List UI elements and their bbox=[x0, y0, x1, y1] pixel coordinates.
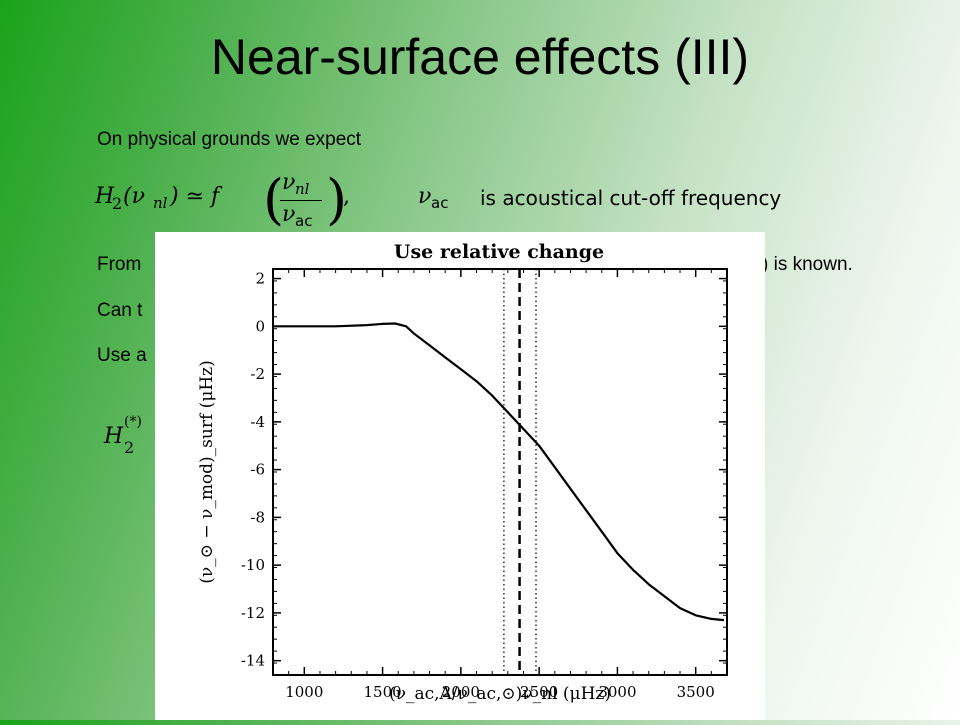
series-group bbox=[273, 322, 725, 622]
plot-frame bbox=[272, 268, 728, 676]
formula-nuac-sub: ac bbox=[431, 194, 449, 212]
y-tick-label: 2 bbox=[255, 270, 265, 288]
x-axis-label: (ν_ac,A/ν_ac,⊙)ν_nl (μHz) bbox=[389, 684, 611, 704]
y-tick-label: -4 bbox=[250, 413, 265, 431]
chart-panel: Use relative change 2 0 -2 -4 -6 -8 -10 -12 -14 … bbox=[155, 232, 765, 720]
reference-lines bbox=[503, 269, 537, 675]
formula-description: is acoustical cut-off frequency bbox=[480, 186, 782, 210]
slide-title: Near-surface effects (III) bbox=[210, 29, 750, 85]
formula-frac-bar bbox=[280, 200, 322, 201]
from-text: From bbox=[97, 254, 142, 275]
y-tick-label: -12 bbox=[241, 604, 265, 622]
h2star-H: H bbox=[104, 424, 124, 449]
can-text: Can t bbox=[97, 300, 143, 321]
formula-nuac: ν bbox=[418, 184, 432, 209]
chart-title: Use relative change bbox=[394, 241, 604, 263]
h2star-formula: H 2 (*) bbox=[104, 414, 164, 470]
formula-arg-sub: nl bbox=[153, 194, 168, 212]
x-tick-label: 1500 bbox=[363, 683, 401, 701]
formula-paren-left: ( bbox=[263, 168, 285, 231]
h2star-sup: (*) bbox=[124, 414, 142, 430]
formula-H: H bbox=[95, 184, 115, 209]
y-axis-label: (ν_⊙ − ν_mod)_surf (μHz) bbox=[197, 360, 217, 584]
x-axis: 1000 1500 2000 2500 3000 3500 bbox=[285, 269, 728, 701]
formula-frac-den: ν bbox=[282, 202, 296, 227]
formula-frac-den-sub: ac bbox=[295, 212, 313, 230]
formula-frac-num: ν bbox=[282, 170, 296, 195]
x-tick-label: 3000 bbox=[598, 683, 636, 701]
y-tick-label: -6 bbox=[250, 461, 265, 479]
y-tick-label: 0 bbox=[255, 317, 265, 335]
x-tick-label: 1000 bbox=[285, 683, 323, 701]
formula-relation: ) ≃ f bbox=[170, 184, 220, 209]
formula-H-sub: 2 bbox=[112, 194, 123, 213]
known-text: ) is known. bbox=[762, 254, 853, 275]
x-tick-label: 2000 bbox=[442, 683, 480, 701]
formula-frac-num-sub: nl bbox=[295, 180, 310, 198]
y-axis: 2 0 -2 -4 -6 -8 -10 -12 -14 bbox=[241, 270, 727, 676]
formula-expectation: H 2 (ν nl ) ≃ f ( ν nl ν ac ) , ν ac is … bbox=[95, 168, 895, 232]
formula-arg: (ν bbox=[123, 184, 145, 209]
x-tick-label: 3500 bbox=[677, 683, 715, 701]
series-line bbox=[273, 322, 725, 622]
intro-text: On physical grounds we expect bbox=[97, 129, 362, 150]
x-tick-label: 2500 bbox=[520, 683, 558, 701]
y-tick-label: -10 bbox=[241, 556, 265, 574]
h2star-sub: 2 bbox=[124, 438, 135, 457]
y-tick-label: -14 bbox=[241, 652, 265, 670]
y-tick-label: -8 bbox=[250, 508, 265, 526]
formula-comma: , bbox=[343, 184, 350, 209]
chart-svg: Use relative change 20-2-4-6-8-10-12-14 … bbox=[197, 241, 728, 704]
use-text: Use a bbox=[97, 345, 147, 366]
y-tick-label: -2 bbox=[250, 365, 265, 383]
formula-paren-right: ) bbox=[326, 168, 348, 231]
